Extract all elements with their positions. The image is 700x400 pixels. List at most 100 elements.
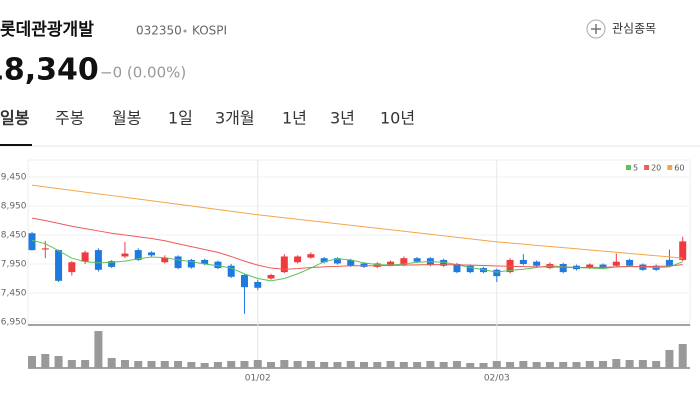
candle-body: [148, 252, 156, 256]
volume-bar: [360, 362, 368, 368]
volume-bar: [545, 362, 554, 368]
volume-bar: [187, 362, 196, 368]
stock-code: 032350: [136, 24, 182, 38]
volume-bar: [452, 361, 461, 368]
period-tabs: 일봉 주봉 월봉 1일 3개월 1년 3년 10년: [0, 109, 415, 128]
candle-body: [68, 262, 76, 273]
candle-body: [440, 259, 448, 266]
period-tab[interactable]: 1년: [282, 109, 307, 128]
volume-bar: [373, 362, 382, 368]
period-tab[interactable]: 주봉: [55, 109, 84, 128]
plot-frame: [27, 159, 691, 326]
volume-bar: [519, 361, 528, 368]
candle-body: [387, 261, 395, 266]
candle-body: [187, 259, 195, 268]
volume-bar: [346, 361, 355, 368]
volume-bar: [54, 356, 63, 368]
volume-bar: [572, 362, 581, 368]
legend-swatch: [667, 165, 673, 170]
volume-bar: [94, 331, 103, 368]
volume-bar: [386, 361, 395, 368]
candle-body: [559, 264, 567, 273]
candle-body: [679, 241, 687, 260]
candle-body: [108, 261, 116, 267]
candle-body: [294, 256, 302, 263]
period-tab[interactable]: 3개월: [215, 109, 255, 128]
volume-bar: [107, 358, 116, 368]
volume-bar: [253, 360, 262, 368]
candle-body: [280, 256, 288, 273]
candle-body: [493, 269, 501, 277]
candle-body: [599, 264, 607, 269]
plus-icon: [591, 24, 601, 34]
volume-bar: [612, 359, 621, 368]
volume-bar: [147, 361, 156, 368]
watch-button[interactable]: 관심종목: [586, 19, 656, 39]
period-tab[interactable]: 1일: [168, 109, 193, 128]
volume-bar: [160, 361, 169, 368]
candle-body: [453, 264, 461, 273]
candle-body: [347, 259, 355, 266]
volume-bar: [506, 362, 515, 368]
candle-body: [240, 275, 248, 288]
watch-label[interactable]: 관심종목: [612, 22, 656, 36]
legend-swatch: [644, 165, 650, 170]
volume-bar: [638, 360, 647, 368]
price-change: −0 (0.00%): [100, 64, 186, 82]
period-tab[interactable]: 3년: [330, 109, 355, 128]
candle-body: [612, 261, 620, 266]
candle-body: [373, 263, 381, 267]
candle-body: [201, 259, 209, 264]
period-tab[interactable]: 월봉: [112, 109, 141, 128]
volume-bar: [665, 350, 674, 368]
volume-bar: [413, 362, 422, 368]
stock-name: 롯데관광개발: [0, 20, 94, 40]
period-tab[interactable]: 10년: [380, 109, 415, 128]
market: KOSPI: [192, 24, 227, 38]
y-tick-label: 17,950: [0, 260, 27, 270]
period-tab[interactable]: 일봉: [0, 109, 30, 128]
volume-bar: [426, 361, 435, 368]
candle-body: [121, 253, 129, 257]
volume-bar: [479, 363, 488, 368]
candle-body: [665, 259, 673, 266]
candle-body: [55, 250, 63, 281]
volume-bar: [532, 362, 541, 368]
legend-label: 60: [674, 164, 684, 173]
volume-bar: [120, 360, 129, 368]
candle-body: [466, 265, 474, 273]
y-tick-label: 18,950: [0, 202, 27, 212]
y-tick-label: 19,450: [0, 173, 27, 183]
x-tick-label: 02/03: [484, 374, 510, 384]
plus-icon: [586, 19, 606, 39]
candle-body: [41, 248, 49, 250]
volume-bar: [492, 361, 501, 368]
volume-bar: [320, 362, 329, 368]
volume-bar: [466, 363, 475, 368]
candle-body: [533, 261, 541, 266]
volume-bar: [439, 362, 448, 368]
candle-body: [413, 258, 421, 262]
volume-bar: [625, 360, 634, 368]
y-tick-label: 18,450: [0, 231, 27, 241]
volume-bar: [240, 361, 249, 368]
x-tick-label: 01/02: [245, 374, 271, 384]
volume-bar: [652, 361, 661, 368]
candle-body: [214, 261, 222, 269]
volume-bar: [67, 360, 76, 368]
volume-bar: [267, 362, 276, 368]
volume-bar: [293, 361, 302, 368]
volume-bar: [333, 362, 342, 368]
volume-bar: [227, 361, 236, 368]
candle-body: [519, 259, 527, 264]
volume-bar: [28, 356, 36, 368]
legend-swatch: [626, 165, 631, 170]
candle-body: [254, 281, 262, 288]
candle-body: [174, 256, 182, 269]
volume-bar: [41, 354, 50, 368]
price: 18,340: [0, 53, 99, 88]
candle-body: [307, 254, 315, 258]
volume-bar: [399, 362, 408, 368]
